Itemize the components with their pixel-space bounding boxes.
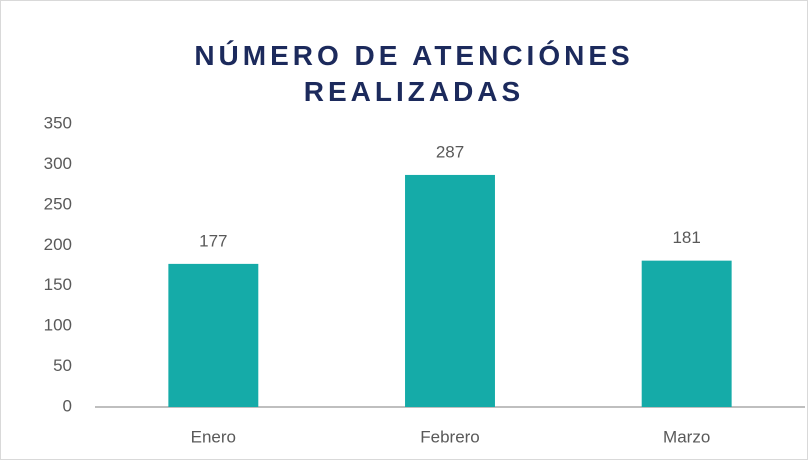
- x-tick-label: Enero: [191, 427, 236, 446]
- data-label: 181: [672, 228, 700, 247]
- y-tick-label: 150: [44, 275, 72, 294]
- bar: [641, 260, 732, 407]
- data-label: 177: [199, 231, 227, 250]
- y-tick-label: 250: [44, 194, 72, 213]
- y-tick-label: 200: [44, 235, 72, 254]
- x-tick-label: Marzo: [663, 427, 710, 446]
- chart-title: NÚMERO DE ATENCIÓNES REALIZADAS: [194, 40, 634, 107]
- y-tick-label: 100: [44, 316, 72, 335]
- data-label: 287: [436, 142, 464, 161]
- y-tick-label: 0: [63, 396, 72, 415]
- y-tick-label: 350: [44, 113, 72, 132]
- y-tick-label: 50: [53, 356, 72, 375]
- x-tick-label: Febrero: [420, 427, 480, 446]
- y-tick-label: 300: [44, 154, 72, 173]
- bar: [405, 174, 495, 407]
- bar: [168, 263, 259, 407]
